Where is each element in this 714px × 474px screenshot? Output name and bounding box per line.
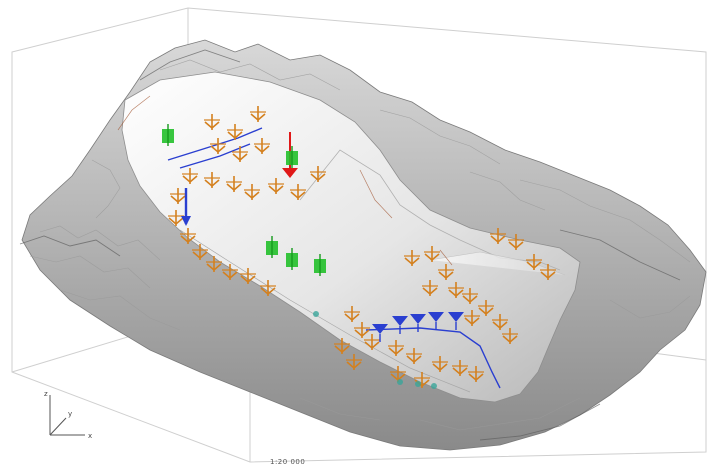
orange-arrow-glyph-icon <box>478 300 494 316</box>
orange-arrow-glyph-icon <box>354 322 370 338</box>
orange-arrow-glyph-icon <box>206 256 222 272</box>
orange-arrow-glyph-icon <box>204 114 220 130</box>
axis-triad-icon: z x y <box>44 390 92 440</box>
orange-arrow-glyph-icon <box>210 138 226 154</box>
orange-arrow-glyph-icon <box>170 188 186 204</box>
orange-arrow-glyph-icon <box>227 124 243 140</box>
orange-arrow-glyph-icon <box>250 106 266 122</box>
blue-arrow-glyph-icon <box>428 312 444 330</box>
orange-arrow-glyph-icon <box>240 268 256 284</box>
orange-arrow-glyph-icon <box>502 328 518 344</box>
terrain-valley-floor <box>121 71 581 403</box>
orange-arrow-glyph-icon <box>364 334 380 350</box>
orange-arrow-glyph-icon <box>526 254 542 270</box>
orange-arrow-glyph-icon <box>344 306 360 322</box>
orange-arrow-glyph-icon <box>244 184 260 200</box>
orange-arrow-glyph-icon <box>260 280 276 296</box>
green-marker-group <box>162 124 326 276</box>
orange-arrow-glyph-icon <box>464 310 480 326</box>
orange-arrow-glyph-icon <box>310 166 326 182</box>
blue-arrow-glyph-icon <box>392 316 408 334</box>
orange-arrow-glyph-icon <box>232 146 248 162</box>
orange-arrow-glyph-icon <box>424 246 440 262</box>
teal-point-marker <box>431 383 437 389</box>
blue-arrow-glyph-icon <box>372 324 388 342</box>
orange-arrow-glyph-icon <box>508 234 524 250</box>
orange-arrow-glyph-icon <box>432 356 448 372</box>
orange-arrow-glyph-icon <box>452 360 468 376</box>
green-arrow-glyph-icon <box>314 254 326 276</box>
orange-arrow-glyph-icon <box>222 264 238 280</box>
orange-arrow-glyph-icon <box>254 138 270 154</box>
contour-lines <box>117 95 453 266</box>
orange-arrow-glyph-icon <box>182 168 198 184</box>
orange-arrow-glyph-icon <box>268 178 284 194</box>
orange-arrow-glyph-icon <box>462 288 478 304</box>
scale-label: 1:20 000 <box>270 458 306 466</box>
green-arrow-glyph-icon <box>286 248 298 270</box>
teal-point-marker <box>397 379 403 385</box>
blue-marker-group <box>181 188 464 342</box>
orange-arrow-glyph-icon <box>290 184 306 200</box>
orange-arrow-glyph-icon <box>404 250 420 266</box>
blue-arrow-glyph-icon <box>410 314 426 332</box>
orange-arrow-glyph-icon <box>490 228 506 244</box>
teal-point-marker <box>415 381 421 387</box>
orange-arrow-glyph-icon <box>438 264 454 280</box>
blue-arrow-glyph-icon <box>181 188 191 226</box>
green-arrow-glyph-icon <box>266 236 278 258</box>
orange-arrow-glyph-icon <box>180 228 196 244</box>
orange-arrow-glyph-icon <box>492 314 508 330</box>
orange-arrow-glyph-icon <box>422 280 438 296</box>
blue-arrow-glyph-icon <box>448 312 464 330</box>
orange-arrow-glyph-icon <box>226 176 242 192</box>
orange-arrow-glyph-icon <box>346 354 362 370</box>
orange-arrow-glyph-icon <box>388 340 404 356</box>
orange-marker-group <box>168 106 556 388</box>
green-arrow-glyph-icon <box>286 146 298 168</box>
orange-arrow-glyph-icon <box>334 338 350 354</box>
orange-arrow-glyph-icon <box>448 282 464 298</box>
orange-arrow-glyph-icon <box>192 244 208 260</box>
orange-arrow-glyph-icon <box>204 172 220 188</box>
orange-arrow-glyph-icon <box>406 348 422 364</box>
teal-point-marker <box>313 311 319 317</box>
axis-label-z: z <box>44 390 48 398</box>
axis-label-x: x <box>88 432 92 440</box>
orange-arrow-glyph-icon <box>540 264 556 280</box>
orange-arrow-glyph-icon <box>468 366 484 382</box>
teal-marker-group <box>313 311 437 389</box>
axis-label-y: y <box>68 410 72 418</box>
green-arrow-glyph-icon <box>162 124 174 146</box>
